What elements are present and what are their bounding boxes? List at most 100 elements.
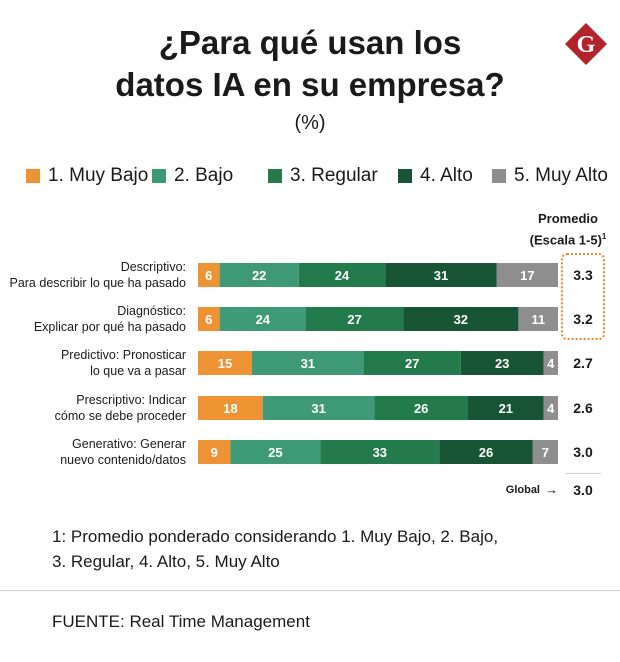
bar-segment (219, 263, 299, 287)
row-label: Descriptivo: Para describir lo que ha pas… (0, 259, 186, 291)
bar-segment (230, 440, 321, 464)
global-rule (565, 473, 601, 474)
legend-swatch (152, 169, 166, 183)
chart-title: ¿Para qué usan los datos IA en su empres… (0, 22, 620, 106)
bar-value-label: 4 (547, 356, 555, 371)
row-label-line: Para describir lo que ha pasado (9, 276, 186, 290)
bar-value-label: 17 (520, 268, 534, 283)
bar-value-label: 31 (301, 356, 315, 371)
row-label-line: Generativo: Generar (72, 437, 186, 451)
row-average: 3.3 (573, 267, 593, 283)
bar-segment (460, 351, 544, 375)
bar-value-label: 31 (311, 401, 325, 416)
bar-segment (543, 396, 558, 420)
row-average: 2.7 (573, 355, 593, 371)
bar-value-label: 15 (218, 356, 232, 371)
bar-value-label: 23 (495, 356, 509, 371)
bar-segment (252, 351, 364, 375)
bar-segment (385, 263, 497, 287)
row-label: Generativo: Generar nuevo contenido/datos (0, 436, 186, 468)
row-label-line: cómo se debe proceder (54, 409, 186, 423)
footnote-line-2: 3. Regular, 4. Alto, 5. Muy Alto (52, 552, 280, 571)
global-label: Global (505, 484, 540, 496)
legend-item: 3. Regular (268, 164, 378, 188)
bar-value-label: 4 (547, 401, 555, 416)
row-average: 3.2 (573, 311, 593, 327)
bar-segment (496, 263, 558, 287)
bar-value-label: 22 (252, 268, 266, 283)
averages-header-title: Promedio (538, 211, 598, 226)
bar-value-label: 26 (414, 401, 428, 416)
divider (0, 590, 620, 591)
row-average: 2.6 (573, 400, 593, 416)
legend-item: 2. Bajo (152, 164, 233, 188)
bar-value-label: 24 (335, 268, 350, 283)
legend-item: 4. Alto (398, 164, 473, 188)
averages-header: Promedio (Escala 1-5)1 (520, 210, 616, 249)
arrow-right-icon: → (545, 482, 558, 497)
bar-segment (543, 351, 558, 375)
bar-value-label: 26 (479, 445, 493, 460)
bar-segment (198, 263, 220, 287)
bar-segment (363, 351, 461, 375)
legend-label: 2. Bajo (174, 165, 234, 186)
row-label: Predictivo: Pronosticar lo que va a pasar (0, 347, 186, 379)
bar-segment (219, 307, 306, 331)
legend-swatch (268, 169, 282, 183)
row-label: Prescriptivo: Indicar cómo se debe proced… (0, 392, 186, 424)
row-label-line: Predictivo: Pronosticar (60, 348, 186, 362)
bar-segment (518, 307, 558, 331)
legend-swatch (398, 169, 412, 183)
legend-label: 5. Muy Alto (514, 165, 608, 186)
bar-segment (468, 396, 544, 420)
legend: 1. Muy Bajo 2. Bajo 3. Regular 4. Alto 5. Mu… (26, 164, 608, 188)
chart-title-line-1: ¿Para qué usan los (158, 24, 462, 61)
bar-value-label: 7 (542, 445, 549, 460)
bar-segment (320, 440, 440, 464)
bar-value-label: 32 (454, 312, 468, 327)
row-label-line: Diagnóstico: (117, 304, 186, 318)
bar-value-label: 27 (405, 356, 419, 371)
legend-swatch (26, 169, 40, 183)
bar-value-label: 11 (531, 312, 545, 327)
bar-value-label: 31 (434, 268, 448, 283)
bar-segment (298, 263, 386, 287)
legend-swatch (492, 169, 506, 183)
bar-segment (198, 307, 220, 331)
legend-label: 3. Regular (290, 165, 378, 186)
unit-label: (%) (294, 112, 326, 134)
legend-item: 1. Muy Bajo (26, 164, 148, 188)
bar-value-label: 25 (268, 445, 282, 460)
footnote: 1: Promedio ponderado considerando 1. Mu… (52, 524, 572, 574)
logo-letter: G (577, 32, 596, 58)
bar-segment (262, 396, 375, 420)
bar-value-label: 6 (205, 312, 212, 327)
row-label-line: Prescriptivo: Indicar (76, 393, 186, 407)
legend-label: 4. Alto (420, 165, 473, 186)
row-label-line: lo que va a pasar (90, 364, 186, 378)
bar-value-label: 24 (256, 312, 271, 327)
row-average: 3.0 (573, 444, 593, 460)
footnote-marker: 1 (601, 232, 607, 241)
source: FUENTE: Real Time Management (52, 612, 310, 631)
bar-value-label: 6 (205, 268, 212, 283)
bar-segment (532, 440, 558, 464)
bar-segment (198, 396, 263, 420)
footnote-line-1: 1: Promedio ponderado considerando 1. Mu… (52, 527, 499, 546)
row-label-line: Explicar por qué ha pasado (33, 320, 186, 334)
bar-segment (198, 440, 231, 464)
legend-label: 1. Muy Bajo (48, 165, 149, 186)
global-average: 3.0 (573, 482, 593, 498)
bar-segment (306, 307, 404, 331)
publisher-logo: G (565, 23, 607, 65)
row-label-line: Descriptivo: (120, 260, 186, 274)
bar-segment (403, 307, 519, 331)
bar-segment (374, 396, 468, 420)
bar-value-label: 9 (211, 445, 218, 460)
row-label-line: nuevo contenido/datos (60, 453, 186, 467)
legend-item: 5. Muy Alto (492, 164, 608, 188)
bar-segment (439, 440, 533, 464)
bar-value-label: 21 (499, 401, 513, 416)
bar-value-label: 33 (373, 445, 387, 460)
